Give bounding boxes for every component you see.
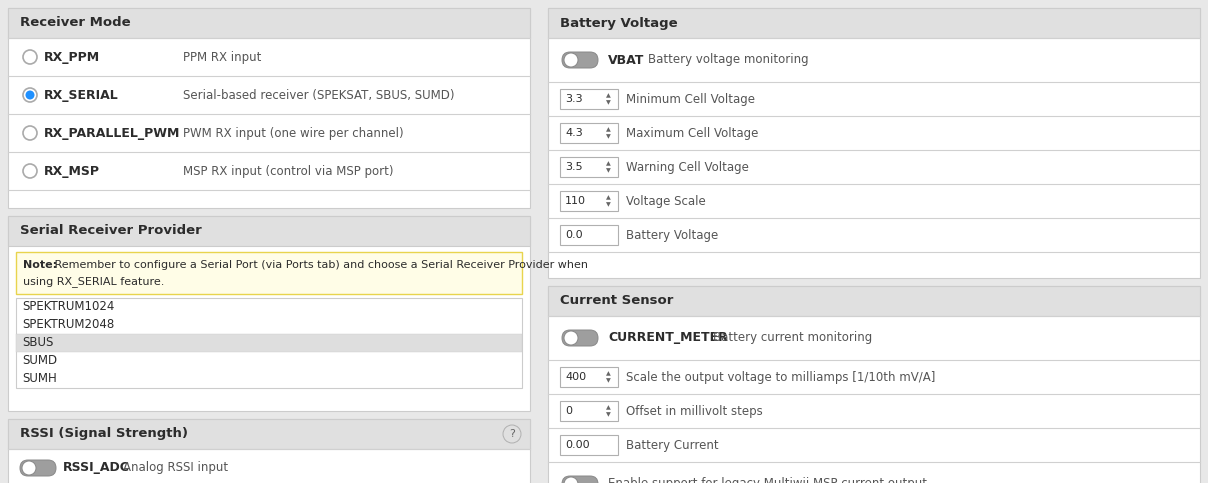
FancyBboxPatch shape	[562, 476, 598, 483]
Text: ▼: ▼	[605, 378, 610, 383]
Bar	[561, 367, 618, 387]
Circle shape	[23, 164, 37, 178]
Circle shape	[22, 461, 36, 475]
Bar	[561, 225, 618, 245]
Text: Maximum Cell Voltage: Maximum Cell Voltage	[626, 127, 759, 140]
Text: SPEKTRUM2048: SPEKTRUM2048	[22, 318, 115, 331]
Text: Enable support for legacy Multiwii MSP current output: Enable support for legacy Multiwii MSP c…	[608, 478, 927, 483]
Circle shape	[25, 90, 35, 99]
Text: Serial Receiver Provider: Serial Receiver Provider	[21, 225, 202, 238]
Circle shape	[503, 425, 521, 443]
Text: RSSI_ADC: RSSI_ADC	[63, 461, 130, 474]
Bar	[16, 334, 522, 352]
Bar	[561, 191, 618, 211]
Text: 400: 400	[565, 372, 586, 382]
Bar	[8, 419, 530, 449]
Bar	[561, 435, 618, 455]
Text: ▲: ▲	[605, 93, 610, 98]
Text: 0: 0	[565, 406, 573, 416]
Text: 3.5: 3.5	[565, 162, 582, 172]
Text: Voltage Scale: Voltage Scale	[626, 195, 705, 208]
Bar	[561, 123, 618, 143]
Bar	[548, 286, 1200, 483]
Text: Receiver Mode: Receiver Mode	[21, 16, 130, 29]
Bar	[561, 401, 618, 421]
Bar	[548, 286, 1200, 316]
Text: SUMH: SUMH	[22, 372, 57, 385]
Bar	[8, 8, 530, 208]
Text: ▲: ▲	[605, 195, 610, 200]
Text: 3.3: 3.3	[565, 94, 582, 104]
Text: ▲: ▲	[605, 161, 610, 166]
Text: 110: 110	[565, 196, 586, 206]
Text: Battery Voltage: Battery Voltage	[626, 228, 719, 242]
Text: Note:: Note:	[23, 260, 57, 270]
Bar	[548, 8, 1200, 38]
Text: ▲: ▲	[605, 127, 610, 132]
Text: CURRENT_METER: CURRENT_METER	[608, 331, 727, 344]
Bar	[548, 8, 1200, 278]
Text: RX_SERIAL: RX_SERIAL	[43, 88, 118, 101]
FancyBboxPatch shape	[562, 52, 598, 68]
Text: 0.00: 0.00	[565, 440, 590, 450]
FancyBboxPatch shape	[21, 460, 56, 476]
Text: RX_PARALLEL_PWM: RX_PARALLEL_PWM	[43, 127, 180, 140]
Text: SBUS: SBUS	[22, 337, 53, 350]
Text: ▲: ▲	[605, 405, 610, 410]
Bar	[8, 216, 530, 246]
Circle shape	[23, 88, 37, 102]
Text: PWM RX input (one wire per channel): PWM RX input (one wire per channel)	[182, 127, 403, 140]
Text: RSSI (Signal Strength): RSSI (Signal Strength)	[21, 427, 188, 440]
Text: Serial-based receiver (SPEKSAT, SBUS, SUMD): Serial-based receiver (SPEKSAT, SBUS, SU…	[182, 88, 454, 101]
Bar	[561, 89, 618, 109]
Text: ?: ?	[509, 429, 515, 439]
Text: VBAT: VBAT	[608, 54, 644, 67]
Circle shape	[564, 477, 577, 483]
Text: Minimum Cell Voltage: Minimum Cell Voltage	[626, 93, 755, 105]
Text: Warning Cell Voltage: Warning Cell Voltage	[626, 160, 749, 173]
Text: Current Sensor: Current Sensor	[561, 295, 673, 308]
Bar	[16, 298, 522, 388]
Bar	[8, 8, 530, 38]
Bar	[16, 252, 522, 294]
Bar	[8, 419, 530, 483]
Text: ▼: ▼	[605, 412, 610, 417]
Text: SUMD: SUMD	[22, 355, 57, 368]
Text: RX_PPM: RX_PPM	[43, 51, 100, 63]
Text: Battery voltage monitoring: Battery voltage monitoring	[647, 54, 808, 67]
Text: 0.0: 0.0	[565, 230, 582, 240]
Circle shape	[564, 53, 577, 67]
Text: Remember to configure a Serial Port (via Ports tab) and choose a Serial Receiver: Remember to configure a Serial Port (via…	[51, 260, 588, 270]
Bar	[561, 157, 618, 177]
Circle shape	[23, 126, 37, 140]
Text: RX_MSP: RX_MSP	[43, 165, 100, 177]
Text: ▼: ▼	[605, 168, 610, 173]
Text: Battery Current: Battery Current	[626, 439, 719, 452]
Text: ▲: ▲	[605, 371, 610, 376]
Text: Analog RSSI input: Analog RSSI input	[123, 461, 228, 474]
Bar	[8, 216, 530, 411]
Text: ▼: ▼	[605, 134, 610, 139]
Text: MSP RX input (control via MSP port): MSP RX input (control via MSP port)	[182, 165, 394, 177]
Text: Battery Voltage: Battery Voltage	[561, 16, 678, 29]
Circle shape	[564, 331, 577, 345]
Text: ▼: ▼	[605, 100, 610, 105]
Text: SPEKTRUM1024: SPEKTRUM1024	[22, 300, 115, 313]
FancyBboxPatch shape	[562, 330, 598, 346]
Text: Scale the output voltage to milliamps [1/10th mV/A]: Scale the output voltage to milliamps [1…	[626, 370, 935, 384]
Text: using RX_SERIAL feature.: using RX_SERIAL feature.	[23, 277, 164, 287]
Text: PPM RX input: PPM RX input	[182, 51, 261, 63]
Text: 4.3: 4.3	[565, 128, 582, 138]
Text: Offset in millivolt steps: Offset in millivolt steps	[626, 404, 762, 417]
Text: ▼: ▼	[605, 202, 610, 207]
Circle shape	[23, 50, 37, 64]
Text: Battery current monitoring: Battery current monitoring	[713, 331, 872, 344]
